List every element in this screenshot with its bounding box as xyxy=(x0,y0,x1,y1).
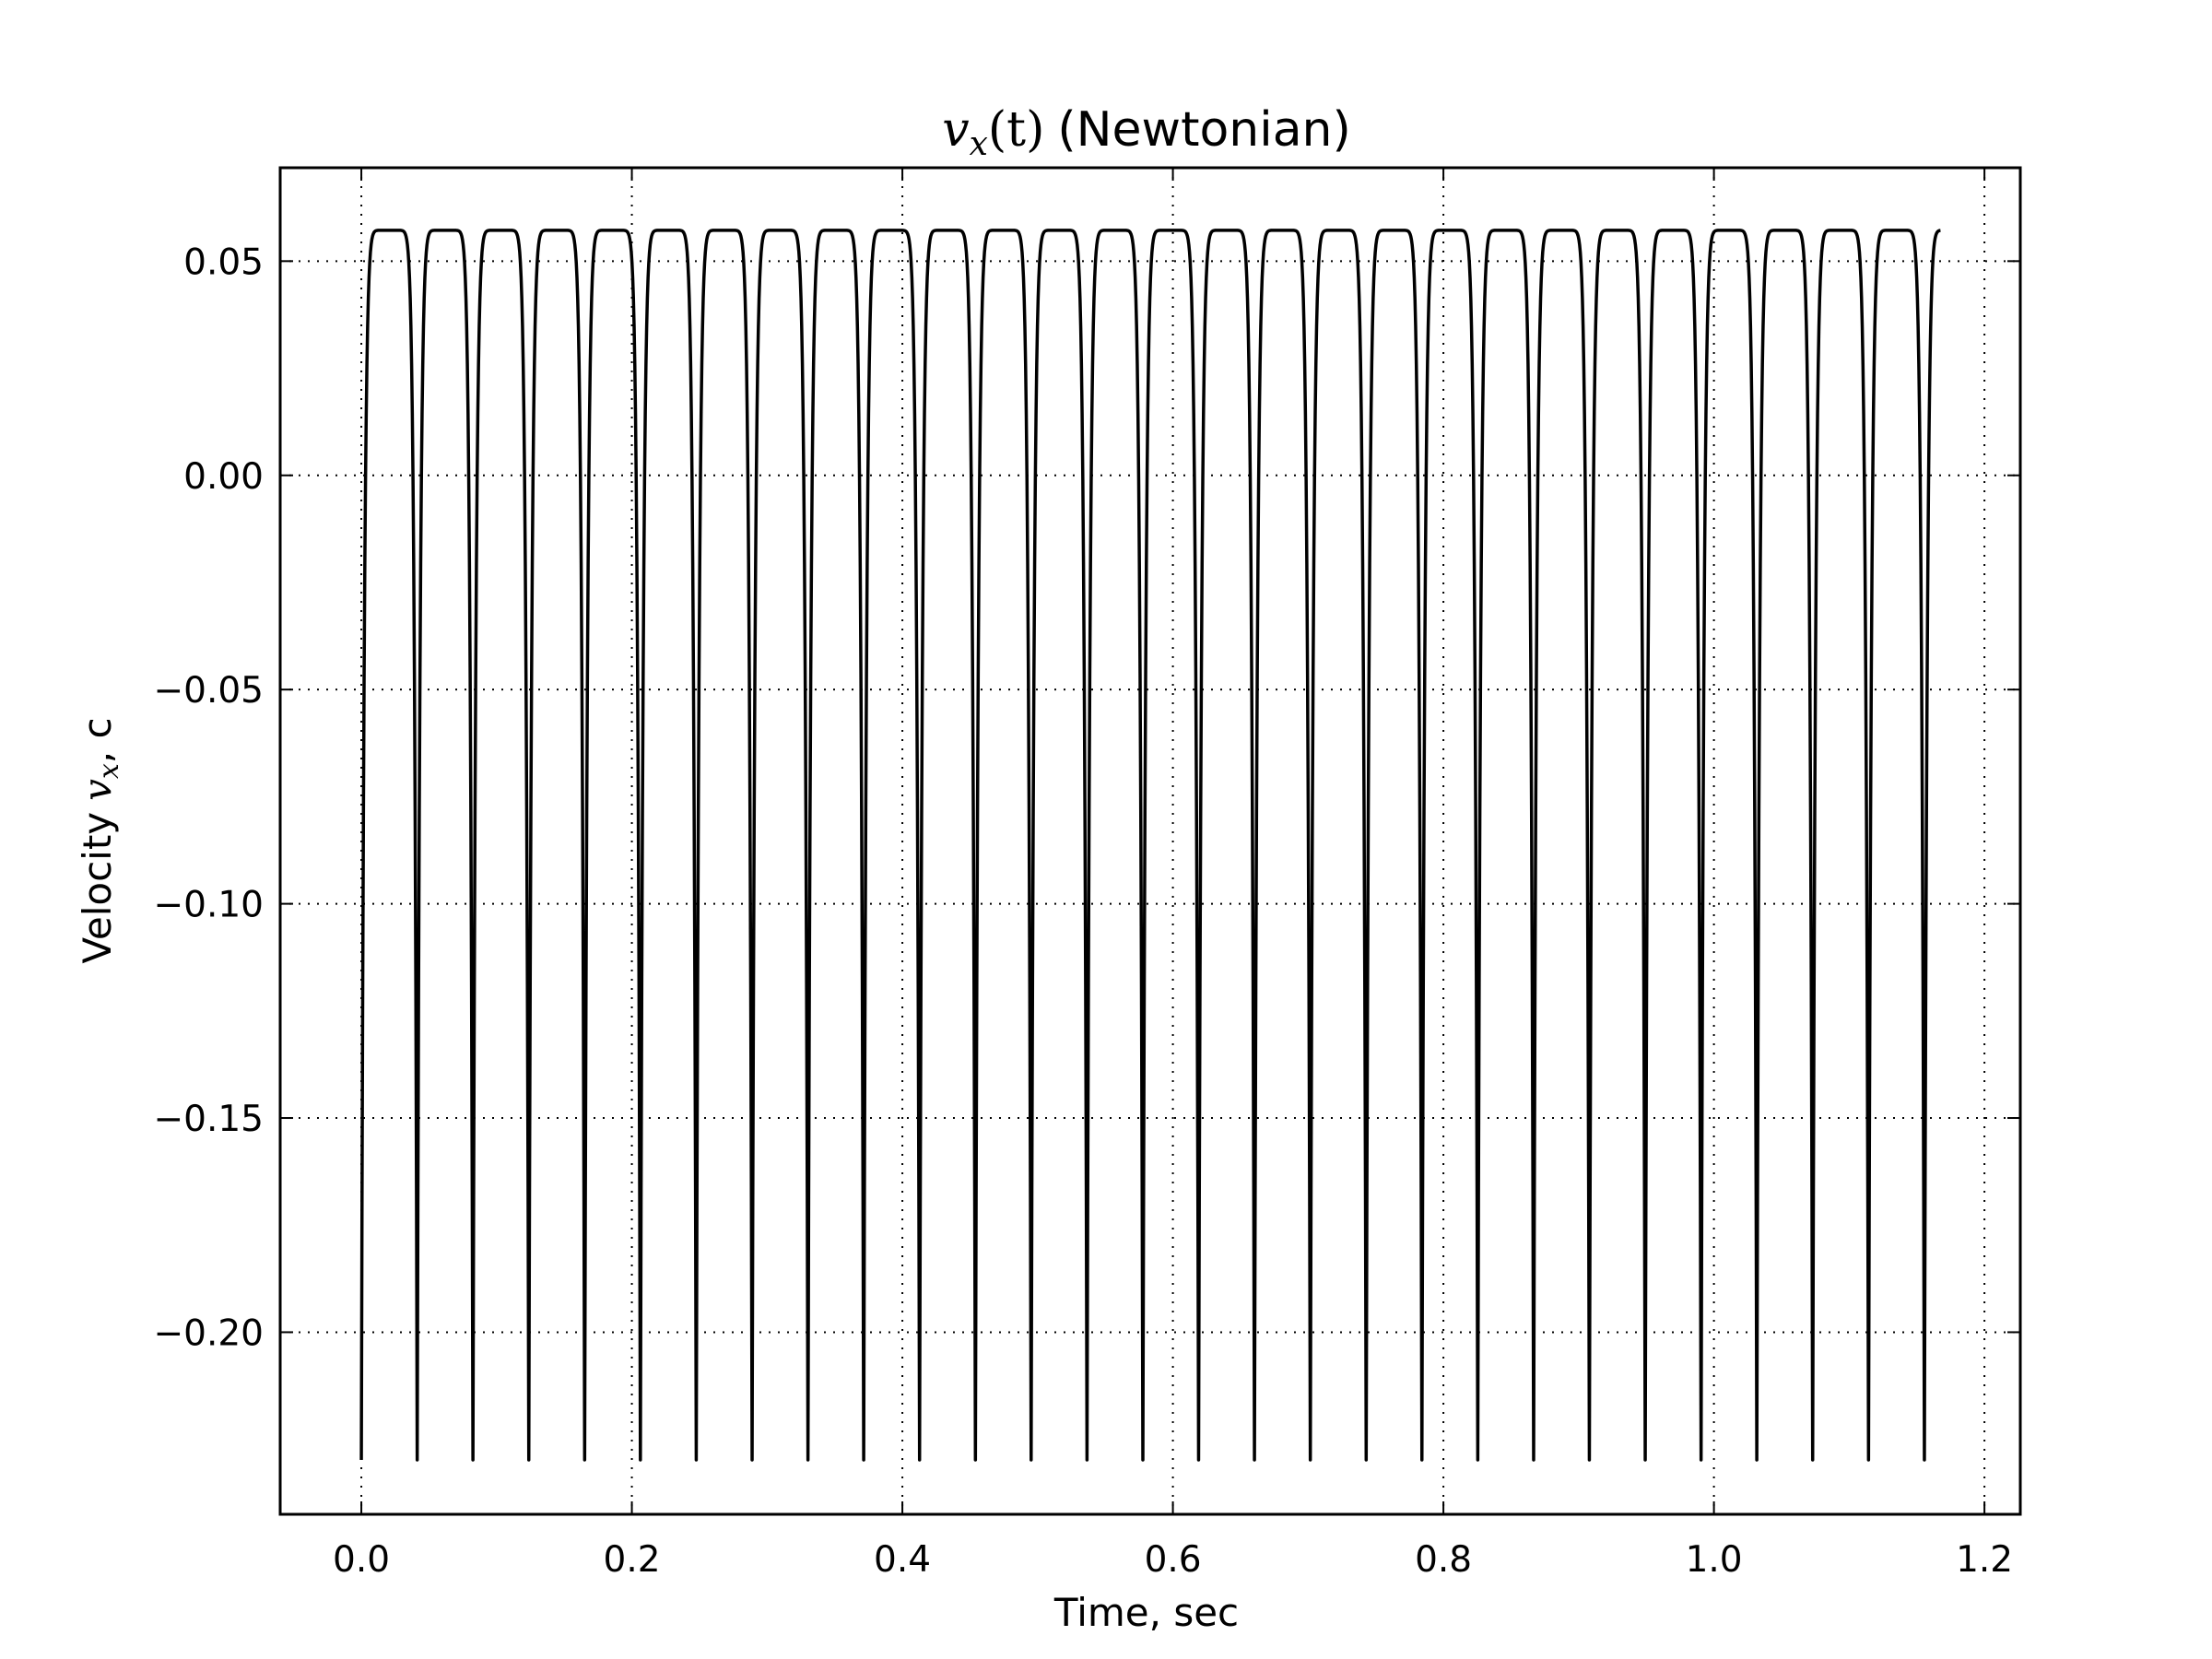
y-tick-label: 0.00 xyxy=(183,456,264,498)
y-tick-label: 0.05 xyxy=(183,241,264,283)
y-tick-label: −0.05 xyxy=(153,670,264,712)
x-tick-label: 0.2 xyxy=(604,1539,661,1581)
x-tick-label: 0.0 xyxy=(333,1539,390,1581)
x-tick-label: 1.0 xyxy=(1686,1539,1743,1581)
x-axis-label: Time, sec xyxy=(1053,1590,1239,1635)
plot-frame xyxy=(278,166,2022,1516)
x-tick-label: 0.4 xyxy=(874,1539,931,1581)
x-tick-label: 0.8 xyxy=(1415,1539,1472,1581)
y-axis-label: Velocityvx, c xyxy=(75,717,125,963)
grid xyxy=(280,168,2020,1514)
series-line-0 xyxy=(359,229,1942,1462)
y-tick-label: −0.15 xyxy=(153,1099,264,1140)
chart-title: vx(t) (Newtonian) xyxy=(942,102,1351,163)
y-tick-label: −0.20 xyxy=(153,1312,264,1354)
ticks: 0.0 0.2 0.4 0.6 0.8 1.0 1.2 0.05 0.00 −0.05 −0.10 −… xyxy=(153,168,2020,1581)
x-tick-label: 1.2 xyxy=(1956,1539,2013,1581)
x-tick-label: 0.6 xyxy=(1145,1539,1202,1581)
series-layer xyxy=(359,229,1942,1462)
y-tick-label: −0.10 xyxy=(153,885,264,926)
